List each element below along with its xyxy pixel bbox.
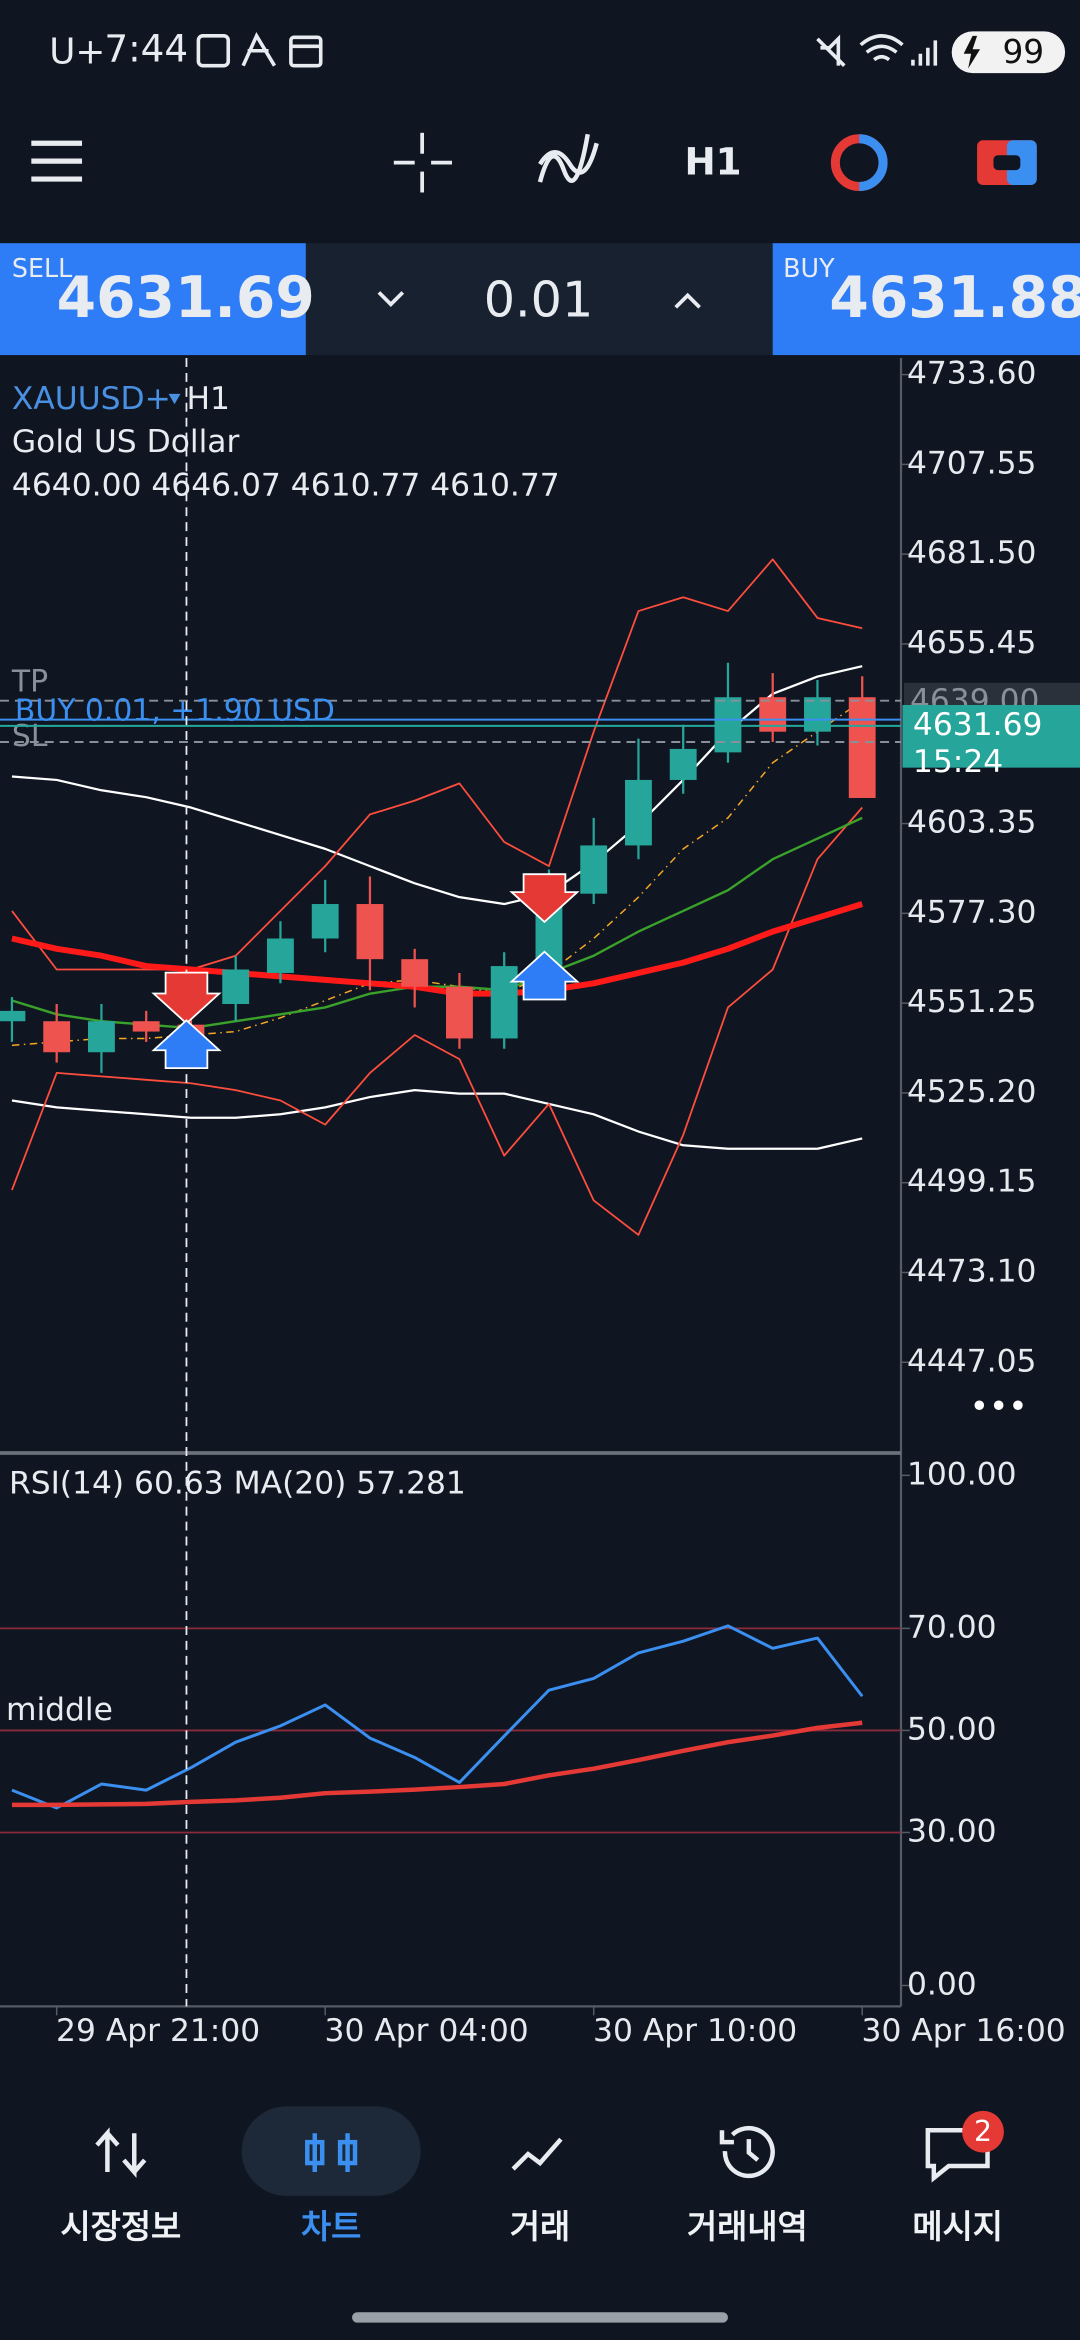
symbol[interactable]: XAUUSD+ [12, 381, 171, 417]
time-tick-label: 30 Apr 10:00 [593, 2013, 797, 2049]
rsi-tick-label: 100.00 [907, 1456, 1017, 1492]
price-tick-label: 4655.45 [907, 625, 1037, 661]
candle-body [490, 966, 518, 1039]
price-tick-label: 4525.20 [907, 1074, 1037, 1110]
symbol-dropdown[interactable] [168, 393, 181, 405]
rsi-tick-label: 50.00 [907, 1711, 997, 1747]
candle-body [43, 1021, 71, 1053]
carrier: U+ [49, 32, 105, 73]
price-tick-label: 4473.10 [907, 1253, 1037, 1289]
indicator-line [11, 806, 863, 1236]
price-tick-label: 4681.50 [907, 535, 1037, 571]
battery-level: 99 [1002, 33, 1044, 71]
candle-body [625, 779, 652, 846]
sell-label: SELL [12, 253, 72, 283]
rsi-tick-label: 30.00 [907, 1813, 997, 1849]
message-badge [962, 2110, 1004, 2153]
one-click-toggle[interactable] [977, 140, 1037, 186]
candle-body [222, 969, 250, 1004]
sl-label: SL [12, 719, 48, 754]
bar-countdown: 15:24 [913, 744, 1003, 780]
ohlc-readout: 4640.00 4646.07 4610.77 4610.77 [12, 467, 560, 503]
candle-body [580, 845, 608, 894]
rsi-line [11, 1624, 864, 1810]
price-tick-label: 4447.05 [907, 1343, 1037, 1379]
candle-body [714, 697, 742, 753]
indicator-line [11, 1089, 863, 1150]
time-tick-label: 30 Apr 04:00 [325, 2013, 529, 2049]
lot-increase[interactable] [674, 292, 701, 309]
price-tick-label: 4577.30 [907, 894, 1037, 930]
menu-button[interactable] [31, 140, 83, 182]
time-tick-label: 30 Apr 16:00 [862, 2013, 1066, 2049]
sell-price: 4631.69 [57, 265, 315, 331]
buy-price: 4631.88 [829, 265, 1080, 331]
candle-body [311, 904, 339, 939]
candle-body [848, 697, 876, 798]
buy-button[interactable] [772, 243, 1080, 356]
indicator-line [11, 901, 864, 997]
price-tick-label: 4499.15 [907, 1164, 1037, 1200]
clock: 7:44 [104, 26, 188, 70]
buy-label: BUY [783, 253, 835, 283]
price-tick-label: 4603.35 [907, 805, 1037, 841]
battery [951, 31, 1066, 74]
more-button[interactable]: ••• [970, 1388, 1028, 1426]
status-icons [196, 31, 938, 68]
nav-label[interactable]: 거래 [510, 2208, 570, 2246]
nav-label[interactable]: 거래내역 [687, 2208, 808, 2246]
indicator-line [11, 700, 863, 1047]
candle-body [88, 1021, 115, 1053]
lot-size[interactable]: 0.01 [484, 270, 594, 328]
message-badge-count: 2 [974, 2115, 992, 2148]
timeframe-button[interactable]: H1 [684, 140, 741, 184]
current-price-label: 4631.69 [913, 707, 1043, 743]
trade-arrows [151, 873, 580, 1070]
tp-label: TP [11, 664, 48, 699]
rsi-title: RSI(14) 60.63 MA(20) 57.281 [9, 1465, 466, 1501]
history-button[interactable] [830, 134, 888, 191]
price-tick-label: 4707.55 [907, 445, 1037, 481]
rsi-line [11, 1720, 863, 1808]
rsi-tick-label: 0.00 [907, 1967, 977, 2003]
chart-layer: 4733.60 4707.55 4681.50 4655.45 4603.35 4577.… [0, 356, 1080, 2049]
home-indicator [352, 2312, 728, 2323]
rsi-middle-label: middle [6, 1692, 113, 1728]
candle-body [669, 748, 697, 780]
position-label: BUY 0.01, +1.90 USD [15, 694, 335, 729]
candle-body [356, 904, 384, 960]
charging-icon [963, 35, 981, 69]
nav-label[interactable]: 차트 [301, 2208, 361, 2246]
nav-label[interactable]: 시장정보 [60, 2208, 181, 2246]
price-tick-label: 4733.60 [907, 356, 1037, 392]
lot-decrease[interactable] [377, 291, 405, 307]
nav-selected-pill [241, 2106, 421, 2196]
nav-label[interactable]: 메시지 [912, 2208, 1003, 2246]
candle-body [132, 1021, 160, 1032]
sell-button[interactable] [0, 243, 306, 356]
indicators-button[interactable] [537, 133, 599, 183]
symbol-description: Gold US Dollar [12, 424, 240, 460]
price-tick-label: 4551.25 [907, 984, 1037, 1020]
candle-body [401, 959, 429, 987]
time-tick-label: 29 Apr 21:00 [56, 2013, 260, 2049]
candle-body [446, 986, 473, 1039]
candle-body [267, 938, 294, 973]
rsi-tick-label: 70.00 [907, 1609, 997, 1645]
current-price-box [902, 704, 1080, 768]
chart-timeframe: H1 [186, 381, 229, 417]
crosshair-button[interactable] [393, 132, 452, 193]
candle-body [0, 1010, 26, 1022]
